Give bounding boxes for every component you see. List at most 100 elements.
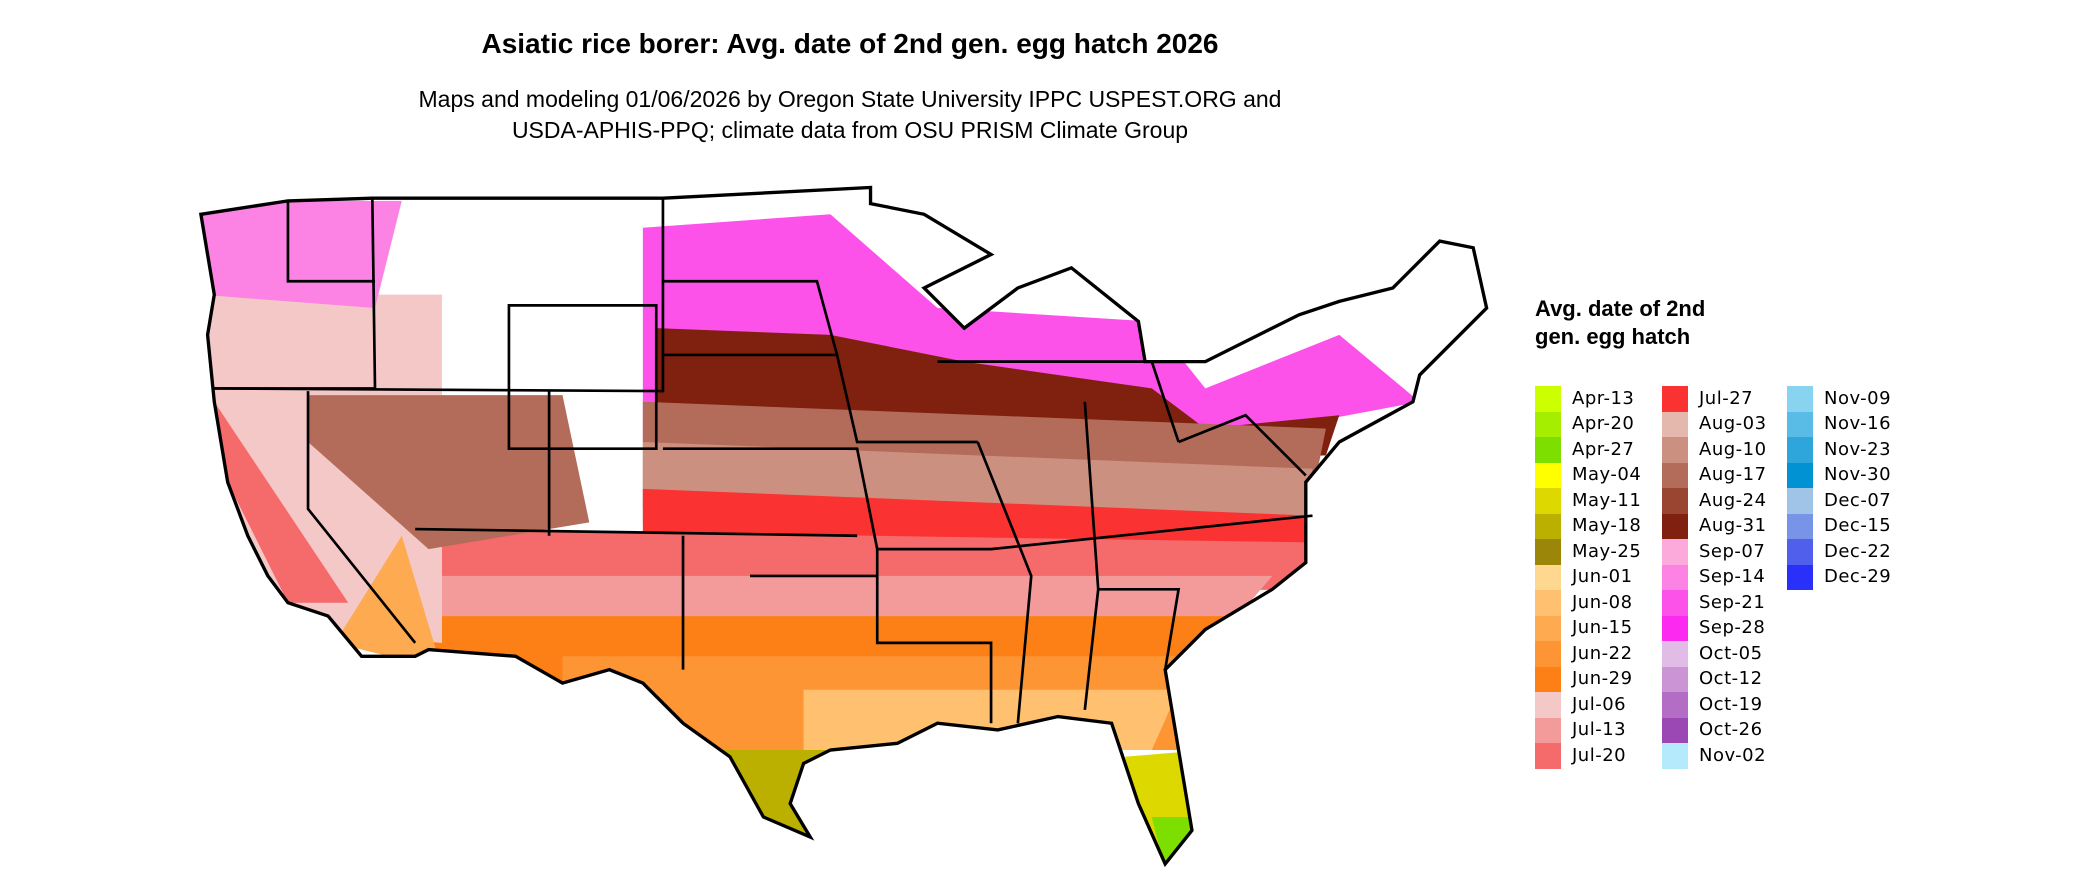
legend-swatch <box>1662 564 1688 590</box>
legend-item: Jun-01 <box>1535 564 1655 590</box>
legend-label: Oct-12 <box>1699 668 1763 690</box>
legend-swatch <box>1787 437 1813 463</box>
legend-swatch <box>1662 666 1688 692</box>
legend-swatch <box>1535 539 1561 565</box>
legend-item: Jul-27 <box>1662 386 1782 412</box>
legend-swatch <box>1662 692 1688 718</box>
legend-item: Oct-05 <box>1662 641 1782 667</box>
hatch-date-raster <box>200 187 1487 864</box>
legend-item: Aug-24 <box>1662 488 1782 514</box>
legend-item: Jul-20 <box>1535 743 1655 769</box>
legend-label: Nov-02 <box>1699 744 1767 766</box>
legend-label: Jun-29 <box>1572 668 1633 690</box>
legend-swatch <box>1787 564 1813 590</box>
legend-label: Oct-19 <box>1699 693 1763 715</box>
legend-label: Aug-10 <box>1699 438 1767 460</box>
legend-label: Jun-22 <box>1572 642 1633 664</box>
legend-item: Aug-03 <box>1662 411 1782 437</box>
legend-swatch <box>1535 513 1561 539</box>
legend-swatch <box>1535 615 1561 641</box>
legend-swatch <box>1662 386 1688 412</box>
legend-swatch <box>1535 488 1561 514</box>
legend-label: Dec-29 <box>1824 566 1892 588</box>
legend-label: Jun-08 <box>1572 591 1633 613</box>
legend-label: Oct-26 <box>1699 719 1763 741</box>
legend-swatch <box>1662 717 1688 743</box>
legend-swatch <box>1787 539 1813 565</box>
legend-item: Jun-15 <box>1535 615 1655 641</box>
legend-label: Aug-03 <box>1699 413 1767 435</box>
legend-item: Nov-16 <box>1787 411 1907 437</box>
legend-item: Jul-06 <box>1535 692 1655 718</box>
legend-item: May-11 <box>1535 488 1655 514</box>
legend-label: Jul-13 <box>1572 719 1627 741</box>
legend-swatch <box>1662 488 1688 514</box>
legend-item: Dec-22 <box>1787 539 1907 565</box>
legend-swatch <box>1535 437 1561 463</box>
legend-item: Sep-14 <box>1662 564 1782 590</box>
legend-item: Sep-28 <box>1662 615 1782 641</box>
legend-item: Nov-30 <box>1787 462 1907 488</box>
legend-swatch <box>1662 615 1688 641</box>
legend-label: Apr-27 <box>1572 438 1635 460</box>
legend-label: Jul-06 <box>1572 693 1627 715</box>
legend-item: Sep-21 <box>1662 590 1782 616</box>
legend-item: Jun-29 <box>1535 666 1655 692</box>
legend-swatch <box>1787 488 1813 514</box>
legend-item: May-18 <box>1535 513 1655 539</box>
map-subtitle-line-1: Maps and modeling 01/06/2026 by Oregon S… <box>418 86 1282 112</box>
legend-item: Aug-31 <box>1662 513 1782 539</box>
legend-label: Nov-30 <box>1824 464 1892 486</box>
legend-label: Apr-20 <box>1572 413 1635 435</box>
legend-swatch <box>1662 641 1688 667</box>
legend-swatch <box>1662 411 1688 437</box>
legend-label: Jul-27 <box>1699 387 1754 409</box>
legend-label: Apr-13 <box>1572 387 1635 409</box>
legend-item: Apr-20 <box>1535 411 1655 437</box>
legend-swatch <box>1535 641 1561 667</box>
legend-swatch <box>1535 590 1561 616</box>
legend-item: Aug-17 <box>1662 462 1782 488</box>
legend-label: Oct-05 <box>1699 642 1763 664</box>
legend-swatch <box>1662 590 1688 616</box>
legend-label: Nov-16 <box>1824 413 1892 435</box>
legend-item: Jun-22 <box>1535 641 1655 667</box>
legend-swatch <box>1535 411 1561 437</box>
legend-item: Sep-07 <box>1662 539 1782 565</box>
legend-swatch <box>1535 564 1561 590</box>
legend-swatch <box>1787 386 1813 412</box>
legend-label: Aug-31 <box>1699 515 1767 537</box>
legend-label: May-04 <box>1572 464 1642 486</box>
legend-label: Sep-21 <box>1699 591 1766 613</box>
legend-label: Dec-15 <box>1824 515 1892 537</box>
legend-item: May-25 <box>1535 539 1655 565</box>
legend-item: Apr-13 <box>1535 386 1655 412</box>
map-subtitle-line-2: USDA-APHIS-PPQ; climate data from OSU PR… <box>511 117 1189 143</box>
legend-label: Sep-14 <box>1699 566 1766 588</box>
legend-label: Jun-15 <box>1572 617 1633 639</box>
legend-item: Dec-07 <box>1787 488 1907 514</box>
state-boundaries <box>214 198 1313 724</box>
legend-item: Nov-02 <box>1662 743 1782 769</box>
legend-label: May-25 <box>1572 540 1642 562</box>
legend-swatch <box>1787 462 1813 488</box>
legend-swatch <box>1787 513 1813 539</box>
legend-item: Jul-13 <box>1535 717 1655 743</box>
legend-label: May-18 <box>1572 515 1642 537</box>
legend-item: Oct-26 <box>1662 717 1782 743</box>
legend: Apr-13 Apr-20 Apr-27 May-04 May-11 May-18 May-… <box>1535 386 1915 776</box>
legend-item: Apr-27 <box>1535 437 1655 463</box>
legend-item: May-04 <box>1535 462 1655 488</box>
legend-item: Jun-08 <box>1535 590 1655 616</box>
legend-label: Dec-22 <box>1824 540 1892 562</box>
legend-item: Oct-12 <box>1662 666 1782 692</box>
legend-label: Jun-01 <box>1572 566 1633 588</box>
legend-label: Nov-09 <box>1824 387 1892 409</box>
legend-label: May-11 <box>1572 489 1642 511</box>
legend-item: Aug-10 <box>1662 437 1782 463</box>
legend-swatch <box>1535 743 1561 769</box>
legend-swatch <box>1535 692 1561 718</box>
legend-swatch <box>1662 437 1688 463</box>
legend-title: Avg. date of 2nd gen. egg hatch <box>1535 296 1706 349</box>
